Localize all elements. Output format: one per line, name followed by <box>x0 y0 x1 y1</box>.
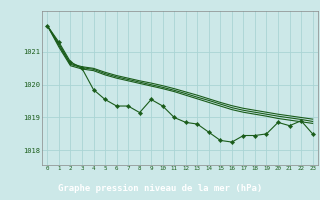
Text: Graphe pression niveau de la mer (hPa): Graphe pression niveau de la mer (hPa) <box>58 184 262 193</box>
